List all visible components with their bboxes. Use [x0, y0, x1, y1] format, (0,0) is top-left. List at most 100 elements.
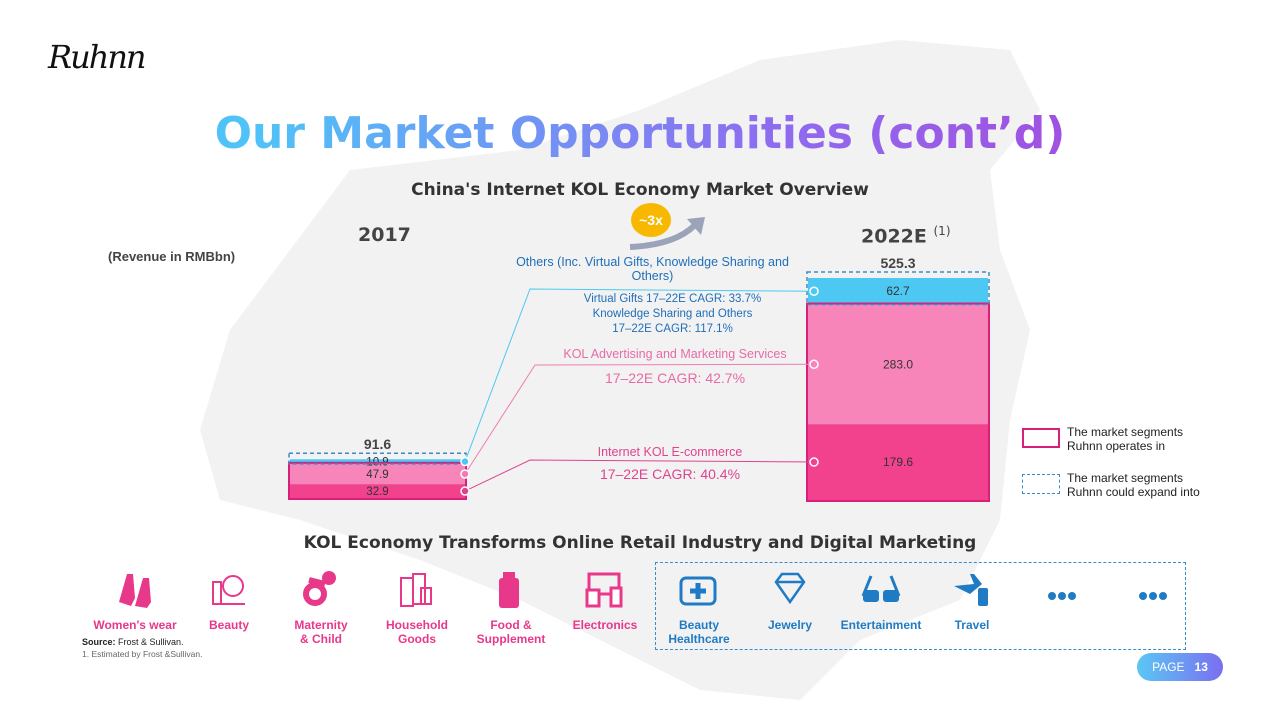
value-label: 47.9: [366, 469, 388, 481]
value-label: 32.9: [366, 486, 388, 498]
category-beauty: Beauty: [174, 568, 284, 632]
advertising-series-label: KOL Advertising and Marketing Services: [563, 347, 787, 361]
category-women-s-wear: Women's wear: [80, 568, 190, 632]
connector-line: [464, 363, 815, 475]
category-label: Maternity: [294, 618, 348, 632]
total-label: 525.3: [880, 255, 915, 271]
legend-text: The market segments: [1067, 425, 1184, 439]
section-title: KOL Economy Transforms Online Retail Ind…: [303, 533, 977, 553]
connector-dot: [460, 456, 470, 467]
category-label: Household: [386, 618, 448, 632]
pacifier-icon: [303, 571, 336, 606]
household-icon: [400, 573, 432, 607]
category-more: [1098, 568, 1208, 618]
virtual-gifts-cagr: Virtual Gifts 17–22E CAGR: 33.7%: [583, 293, 762, 305]
advertising-cagr: 17–22E CAGR: 42.7%: [604, 370, 746, 386]
page-label: PAGE: [1152, 660, 1185, 674]
medical-kit-icon: [679, 576, 717, 606]
legend-text: The market segments: [1067, 471, 1184, 485]
others-cagr: Virtual Gifts 17–22E CAGR: 33.7% Knowled…: [560, 292, 785, 337]
category-label: Women's wear: [93, 618, 177, 632]
connector-line: [464, 459, 815, 492]
category-label-line2: Goods: [398, 632, 436, 646]
plane-luggage-icon: [954, 574, 988, 606]
bar-segment: [808, 424, 988, 500]
category-label: Travel: [954, 618, 990, 632]
category-jewelry: Jewelry: [735, 568, 845, 632]
connector-dot: [809, 286, 819, 296]
category-label: Beauty: [678, 618, 719, 632]
unit-note: (Revenue in RMBbn): [108, 249, 236, 264]
category-travel: Travel: [917, 568, 1027, 632]
category-maternity: Maternity & Child: [266, 568, 376, 646]
category-label-line2: & Child: [300, 632, 342, 646]
value-label: 283.0: [883, 357, 913, 371]
connector-dot: [809, 359, 819, 370]
source-label: Source:: [82, 637, 116, 647]
category-entertainment: Entertainment: [826, 568, 936, 632]
page-number: 13: [1194, 660, 1208, 674]
supplement-bottle-icon: [499, 572, 519, 608]
bar-segment: [290, 459, 465, 464]
bar-segment: [290, 484, 465, 498]
more-icon: [1048, 592, 1076, 600]
growth-arrow-icon: [629, 217, 705, 250]
year-2017-label: 2017: [358, 224, 411, 246]
connector-dot: [809, 457, 819, 467]
source-text: Frost & Sullivan.: [115, 637, 184, 647]
category-label-line2: Supplement: [476, 632, 546, 646]
bar-segment: [808, 278, 988, 305]
category-more: [1007, 568, 1117, 618]
value-label: 179.6: [883, 455, 913, 469]
ruhnn-segment-outline: [288, 461, 467, 501]
ruhnn-logo: Ruhnn: [48, 38, 147, 76]
value-label: 62.7: [886, 284, 910, 298]
category-label: Entertainment: [840, 618, 922, 632]
connector-dot: [460, 486, 470, 496]
year-2022e-text: 2022E: [861, 225, 927, 248]
category-label: Jewelry: [767, 618, 813, 632]
knowledge-sharing-label: Knowledge Sharing and Others: [592, 308, 753, 320]
category-beauty: Beauty Healthcare: [644, 568, 754, 646]
bar-segment: [808, 304, 988, 425]
category-label: Food &: [490, 618, 532, 632]
diamond-icon: [774, 572, 806, 605]
3d-glasses-icon: [861, 575, 901, 602]
category-label: Beauty: [208, 618, 249, 632]
others-series-label: Others (Inc. Virtual Gifts, Knowledge Sh…: [516, 255, 789, 283]
high-heels-icon: [119, 574, 151, 608]
growth-badge: ~3x: [631, 203, 671, 237]
devices-icon: [585, 572, 623, 608]
legend-text: Ruhnn could expand into: [1067, 485, 1200, 499]
ruhnn-segment-outline: [806, 302, 990, 503]
category-label-line2: Healthcare: [668, 632, 730, 646]
category-label: Electronics: [572, 618, 638, 632]
source-note: Source: Frost & Sullivan.: [82, 637, 184, 647]
expand-segment-outline: [806, 271, 990, 306]
total-label: 91.6: [364, 436, 391, 452]
connector-line: [464, 288, 815, 462]
page-indicator: PAGE 13: [1137, 653, 1223, 681]
footnote: 1. Estimated by Frost &Sullivan.: [82, 649, 203, 659]
page-title: Our Market Opportunities (cont’d): [0, 108, 1280, 159]
legend-dashed-swatch: [1022, 474, 1060, 494]
bar-segment: [290, 463, 465, 485]
footnote-marker: (1): [933, 224, 951, 238]
legend-could-expand: The market segments Ruhnn could expand in…: [1067, 471, 1200, 499]
ecommerce-series-label: Internet KOL E-commerce: [597, 445, 743, 459]
more-icon: [1139, 592, 1167, 600]
year-2022e-label: 2022E (1): [861, 224, 951, 247]
connector-dot: [460, 469, 470, 479]
ecommerce-cagr: 17–22E CAGR: 40.4%: [599, 466, 741, 482]
expand-categories-box: [655, 562, 1186, 650]
knowledge-sharing-cagr: 17–22E CAGR: 117.1%: [612, 323, 733, 335]
category-household: Household Goods: [362, 568, 472, 646]
legend-operates-in: The market segments Ruhnn operates in: [1067, 425, 1183, 453]
category-electronics: Electronics: [550, 568, 660, 632]
category-food-: Food & Supplement: [456, 568, 566, 646]
legend-text: Ruhnn operates in: [1067, 439, 1166, 453]
legend-solid-swatch: [1022, 428, 1060, 448]
makeup-icon: [212, 575, 245, 605]
